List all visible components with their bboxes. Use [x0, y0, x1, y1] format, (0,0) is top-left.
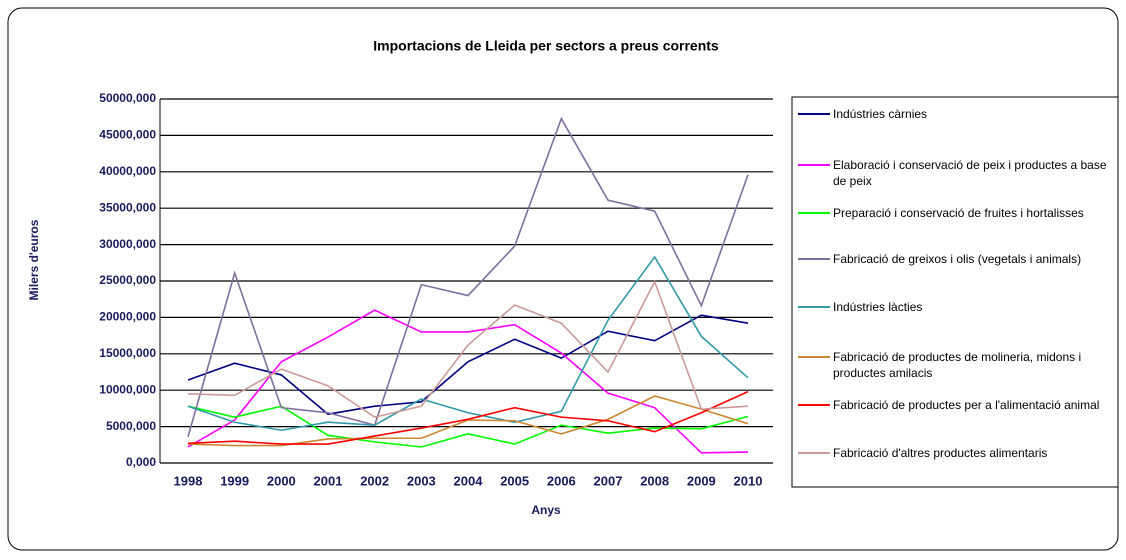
y-tick-label: 25000,000 — [99, 273, 156, 287]
x-tick-label: 1999 — [220, 473, 249, 488]
legend-label: Elaboració i conservació de peix i produ… — [833, 158, 1107, 188]
legend-label: Fabricació de productes de molineria, mi… — [833, 350, 1082, 380]
y-tick-label: 30000,000 — [99, 237, 156, 251]
series-line — [187, 314, 749, 416]
series-line — [187, 116, 749, 438]
y-tick-label: 35000,000 — [99, 200, 156, 214]
y-tick-label: 40000,000 — [99, 164, 156, 178]
y-tick-label: 10000,000 — [99, 382, 156, 396]
x-axis-label: Anys — [531, 503, 561, 517]
legend-label: Fabricació d'altres productes alimentari… — [833, 446, 1048, 460]
y-tick-label: 5000,000 — [106, 419, 156, 433]
x-tick-label: 2001 — [314, 473, 343, 488]
legend-label: Preparació i conservació de fruites i ho… — [833, 206, 1084, 220]
x-tick-label: 2009 — [687, 473, 716, 488]
y-tick-label: 15000,000 — [99, 346, 156, 360]
x-tick-label: 2004 — [454, 473, 484, 488]
x-tick-label: 2002 — [360, 473, 389, 488]
x-tick-label: 2010 — [734, 473, 763, 488]
legend-label: Indústries càrnies — [833, 107, 928, 121]
series-line — [187, 309, 749, 454]
legend-label: Fabricació de productes per a l'alimenta… — [833, 398, 1100, 412]
legend-box — [791, 96, 1119, 488]
legend-label: Indústries làcties — [833, 300, 923, 314]
series-line — [187, 390, 749, 445]
series-line — [187, 279, 749, 418]
x-tick-label: 2005 — [500, 473, 529, 488]
y-tick-label: 20000,000 — [99, 310, 156, 324]
x-tick-label: 2000 — [267, 473, 296, 488]
x-tick-label: 2007 — [594, 473, 623, 488]
y-tick-label: 45000,000 — [99, 128, 156, 142]
y-tick-label: 0,000 — [126, 455, 156, 469]
x-tick-label: 2006 — [547, 473, 576, 488]
y-tick-label: 50000,000 — [99, 91, 156, 105]
x-tick-label: 2003 — [407, 473, 436, 488]
chart-title: Importacions de Lleida per sectors a pre… — [373, 38, 719, 54]
legend-label: Fabricació de greixos i olis (vegetals i… — [833, 252, 1082, 266]
x-tick-label: 2008 — [640, 473, 669, 488]
x-tick-label: 1998 — [174, 473, 203, 488]
y-axis-label: Milers d'euros — [27, 219, 41, 300]
series-line — [187, 255, 749, 432]
